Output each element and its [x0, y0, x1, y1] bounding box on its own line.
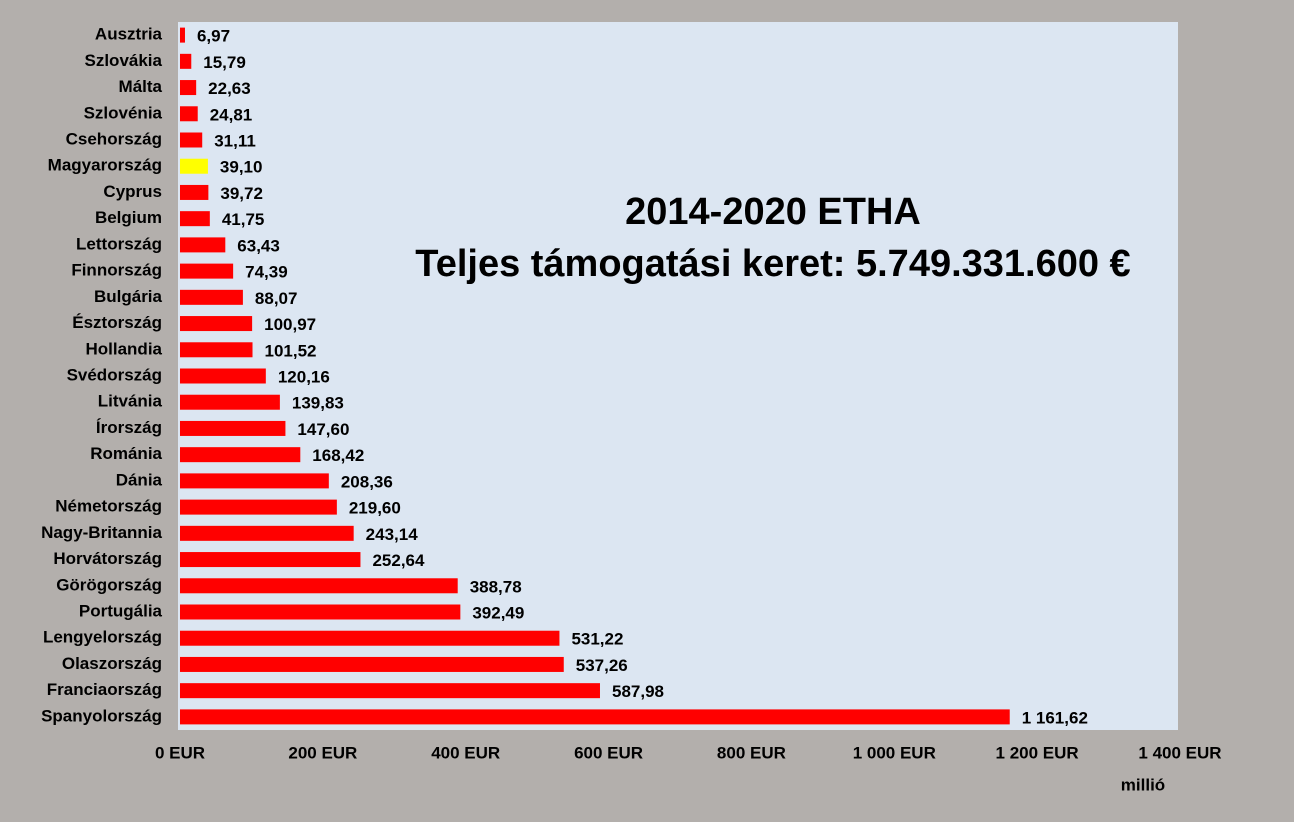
y-tick-label: Szlovákia	[85, 51, 163, 70]
x-tick-label: 800 EUR	[717, 743, 786, 762]
bar	[180, 709, 1010, 725]
y-tick-label: Görögország	[56, 575, 162, 594]
y-tick-label: Észtország	[72, 313, 162, 332]
value-label: 537,26	[576, 656, 628, 675]
value-label: 531,22	[571, 630, 623, 649]
bar	[180, 552, 361, 568]
bar	[180, 420, 286, 436]
bar	[180, 106, 198, 122]
bar	[180, 499, 337, 515]
y-tick-label: Csehország	[66, 129, 162, 148]
x-tick-label: 1 000 EUR	[853, 743, 936, 762]
value-label: 39,72	[220, 184, 263, 203]
bar	[180, 27, 185, 43]
y-tick-label: Portugália	[79, 601, 163, 620]
value-label: 6,97	[197, 27, 230, 46]
bar	[180, 473, 329, 489]
y-tick-label: Lengyelország	[43, 628, 162, 647]
y-tick-label: Cyprus	[103, 182, 162, 201]
x-tick-label: 400 EUR	[431, 743, 500, 762]
x-tick-label: 0 EUR	[155, 743, 205, 762]
value-label: 101,52	[265, 341, 317, 360]
value-label: 100,97	[264, 315, 316, 334]
value-label: 88,07	[255, 289, 298, 308]
y-tick-label: Németország	[55, 497, 162, 516]
value-label: 139,83	[292, 394, 344, 413]
value-label: 41,75	[222, 210, 265, 229]
y-tick-label: Finnország	[71, 261, 162, 280]
x-tick-label: 1 200 EUR	[996, 743, 1079, 762]
bar	[180, 604, 461, 620]
value-label: 39,10	[220, 158, 263, 177]
bar	[180, 184, 209, 200]
value-label: 388,78	[470, 577, 522, 596]
bar	[180, 158, 208, 174]
y-tick-label: Magyarország	[48, 156, 162, 175]
y-tick-label: Litvánia	[98, 392, 163, 411]
bar	[180, 394, 280, 410]
value-label: 208,36	[341, 472, 393, 491]
y-tick-label: Nagy-Britannia	[41, 523, 162, 542]
x-tick-label: 1 400 EUR	[1138, 743, 1221, 762]
x-tick-label: 600 EUR	[574, 743, 643, 762]
bar	[180, 447, 301, 463]
y-tick-label: Horvátország	[53, 549, 162, 568]
y-tick-label: Belgium	[95, 208, 162, 227]
value-label: 31,11	[214, 131, 256, 150]
bar	[180, 656, 564, 672]
y-tick-label: Írország	[96, 418, 162, 437]
bar	[180, 80, 197, 96]
bar	[180, 263, 234, 279]
value-label: 1 161,62	[1022, 708, 1088, 727]
y-tick-label: Ausztria	[95, 25, 163, 44]
value-label: 252,64	[372, 551, 425, 570]
value-label: 63,43	[237, 236, 280, 255]
y-tick-label: Hollandia	[85, 339, 162, 358]
value-label: 15,79	[203, 53, 246, 72]
bar	[180, 630, 560, 646]
bar	[180, 683, 600, 699]
y-tick-label: Románia	[90, 444, 162, 463]
bar	[180, 525, 354, 541]
value-label: 219,60	[349, 499, 401, 518]
bar	[180, 211, 210, 227]
y-tick-label: Bulgária	[94, 287, 163, 306]
bar	[180, 316, 253, 332]
chart-subtitle: Teljes támogatási keret: 5.749.331.600 €	[415, 243, 1130, 285]
value-label: 587,98	[612, 682, 664, 701]
value-label: 168,42	[312, 446, 364, 465]
bar	[180, 289, 243, 305]
y-tick-label: Málta	[119, 77, 163, 96]
value-label: 24,81	[210, 105, 253, 124]
y-tick-label: Franciaország	[47, 680, 162, 699]
bar	[180, 237, 226, 253]
bar	[180, 53, 192, 69]
value-label: 120,16	[278, 367, 330, 386]
value-label: 392,49	[472, 603, 524, 622]
value-label: 22,63	[208, 79, 251, 98]
chart-title: 2014-2020 ETHA	[625, 191, 921, 233]
value-label: 147,60	[297, 420, 349, 439]
y-tick-label: Spanyolország	[41, 706, 162, 725]
y-tick-label: Dánia	[116, 470, 163, 489]
y-tick-label: Lettország	[76, 234, 162, 253]
y-tick-label: Olaszország	[62, 654, 162, 673]
bar	[180, 578, 458, 594]
value-label: 243,14	[366, 525, 419, 544]
bar	[180, 342, 253, 358]
x-axis-label: millió	[1121, 775, 1165, 794]
x-tick-label: 200 EUR	[288, 743, 357, 762]
bar	[180, 368, 266, 384]
bar	[180, 132, 203, 148]
y-tick-label: Szlovénia	[84, 103, 163, 122]
value-label: 74,39	[245, 263, 288, 282]
y-tick-label: Svédország	[67, 365, 162, 384]
